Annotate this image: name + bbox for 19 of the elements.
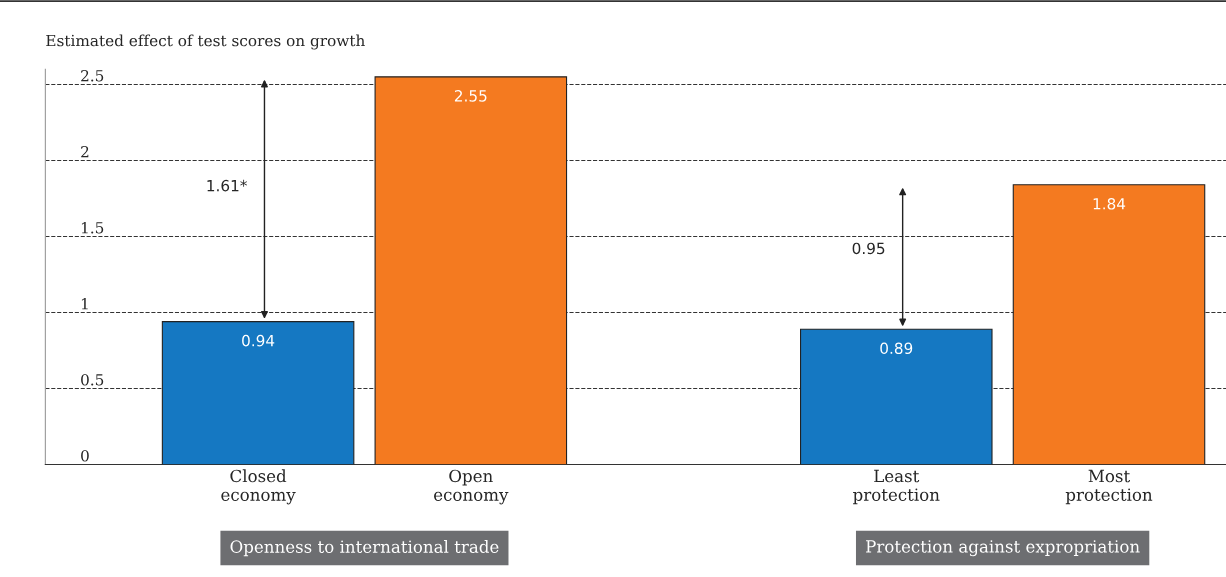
x-tick-label: Closed economy <box>221 469 296 505</box>
data-label: 2.55 <box>454 90 487 102</box>
annotation: 0.95 <box>852 242 885 255</box>
y-tick-label: 2 <box>81 145 89 158</box>
text: Openness to international trade <box>230 540 499 557</box>
data-label: 0.89 <box>880 342 913 355</box>
x-tick-label: Open economy <box>434 469 509 505</box>
x-tick-label: Most protection <box>1065 469 1153 505</box>
y-tick-label: 0.5 <box>81 373 104 386</box>
annotation: 1.61* <box>207 179 247 192</box>
text: Protection against expropriation <box>866 540 1140 557</box>
y-tick-label: 1 <box>81 297 88 310</box>
data-label: 1.84 <box>1093 198 1126 210</box>
x-tick-label: Least protection <box>853 469 940 505</box>
data-label: 0.94 <box>242 334 275 347</box>
y-axis-title: Estimated effect of test scores on growth <box>46 34 365 50</box>
y-tick-label: 0 <box>81 449 89 462</box>
y-tick-label: 1.5 <box>81 221 104 234</box>
y-tick-label: 2.5 <box>81 69 104 82</box>
